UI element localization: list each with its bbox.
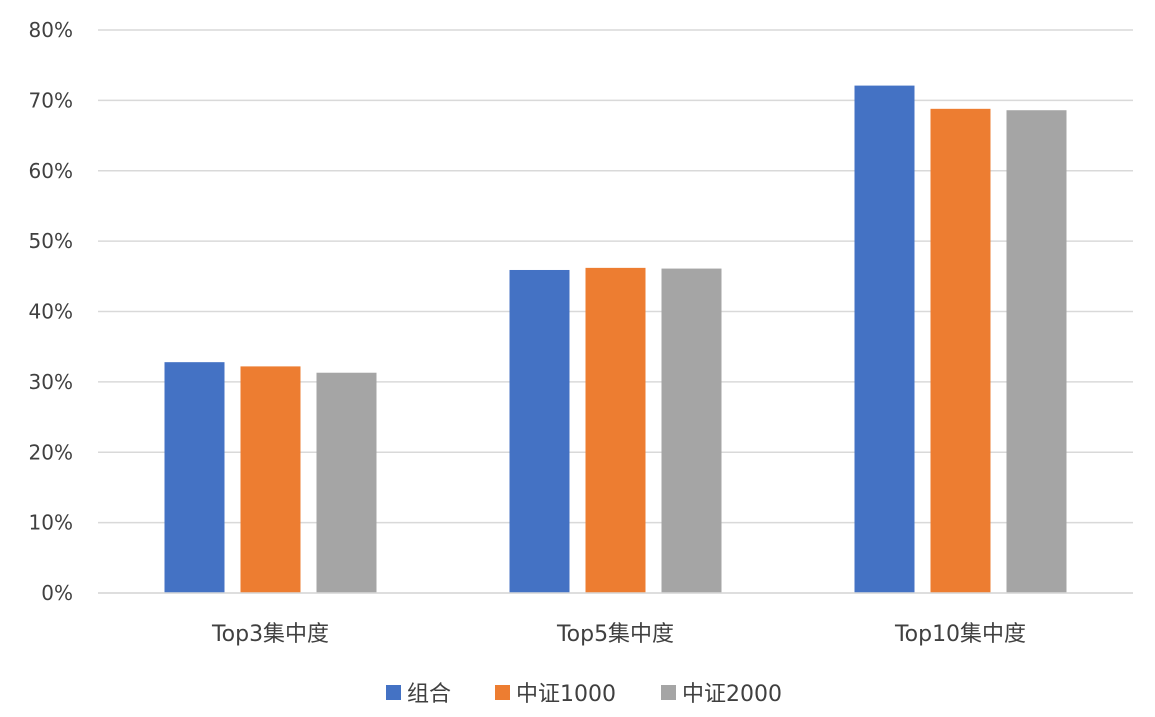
- x-category-label: Top3集中度: [211, 622, 329, 647]
- bar: [1006, 110, 1067, 593]
- y-tick-label: 40%: [29, 300, 73, 324]
- legend-swatch: [661, 685, 676, 700]
- y-tick-label: 80%: [29, 18, 73, 42]
- y-tick-label: 20%: [29, 440, 73, 464]
- y-axis: 0% 10% 20% 30% 40% 50% 60% 70% 80%: [29, 18, 73, 605]
- bar: [585, 267, 646, 593]
- bar: [164, 362, 225, 593]
- y-tick-label: 50%: [29, 229, 73, 253]
- y-tick-label: 70%: [29, 88, 73, 112]
- y-tick-label: 60%: [29, 159, 73, 183]
- legend-swatch: [495, 685, 510, 700]
- bars: [164, 85, 1067, 593]
- y-tick-label: 0%: [41, 581, 73, 605]
- legend: 组合 中证1000 中证2000: [386, 682, 782, 707]
- bar: [854, 85, 915, 593]
- legend-label: 中证2000: [682, 682, 782, 707]
- y-tick-label: 10%: [29, 511, 73, 535]
- x-category-label: Top10集中度: [894, 622, 1026, 647]
- x-axis: Top3集中度 Top5集中度 Top10集中度: [98, 592, 1133, 647]
- bar: [240, 366, 301, 593]
- bar: [316, 372, 377, 593]
- legend-swatch: [386, 685, 401, 700]
- bar: [509, 269, 570, 593]
- legend-label: 中证1000: [516, 682, 616, 707]
- legend-label: 组合: [407, 682, 451, 707]
- bar: [661, 268, 722, 593]
- y-tick-label: 30%: [29, 370, 73, 394]
- x-category-label: Top5集中度: [556, 622, 674, 647]
- bar: [930, 108, 991, 593]
